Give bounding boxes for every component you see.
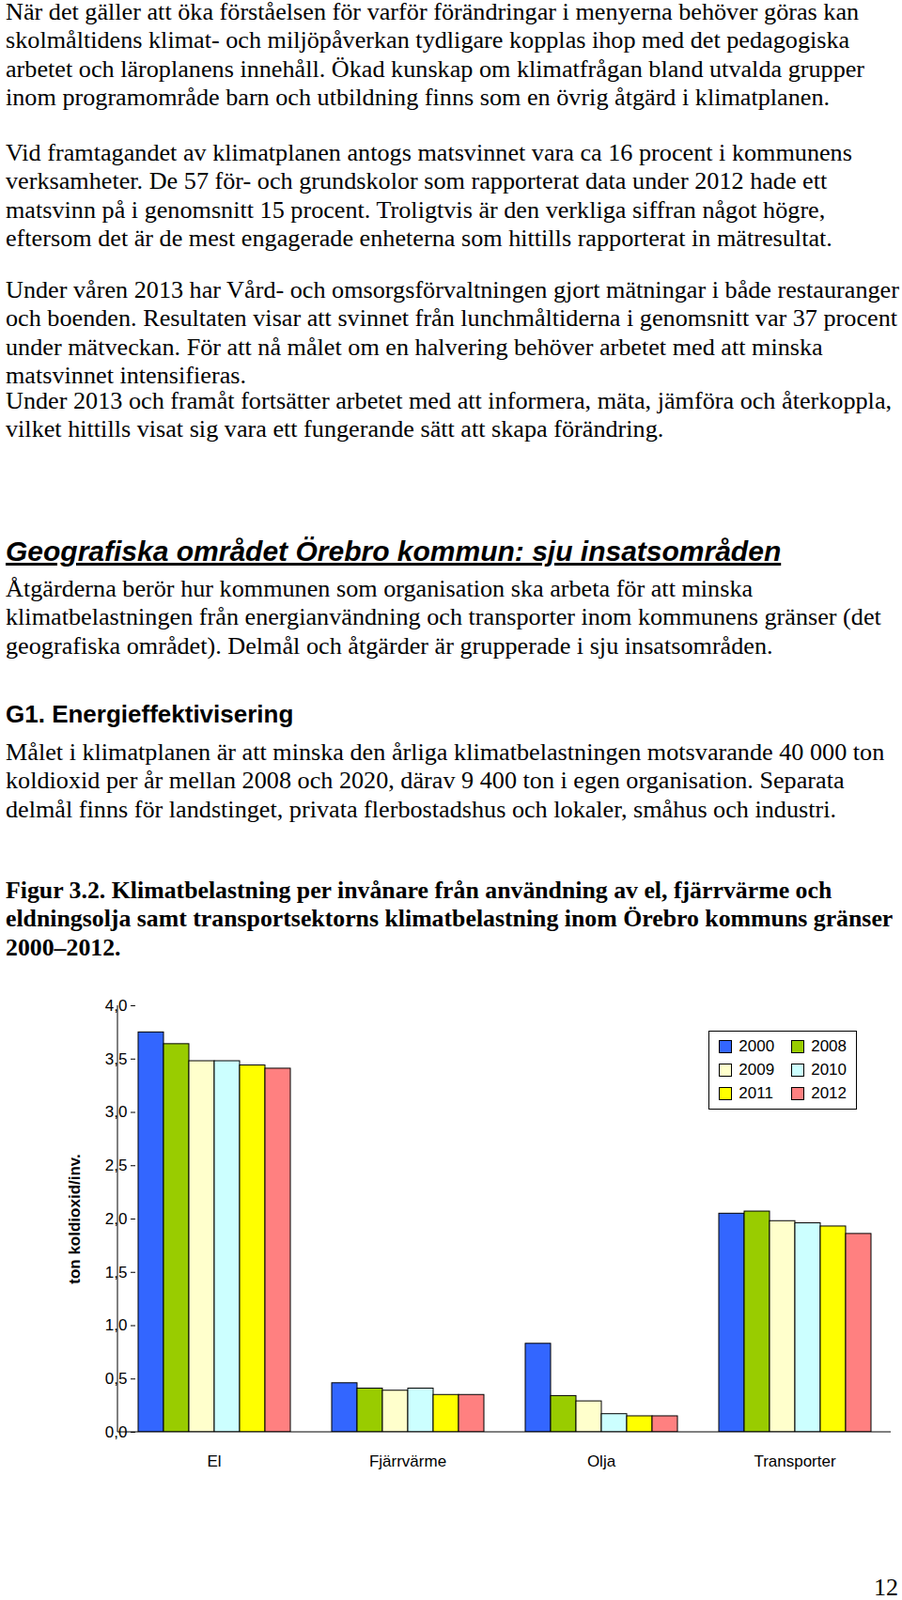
- svg-text:Fjärrvärme: Fjärrvärme: [369, 1452, 447, 1471]
- html-text:Målet i klimatplanen är att mi: Målet i klimatplanen är att minska den å…: [5, 738, 885, 766]
- html-text:Under våren 2013 har Vård- och: Under våren 2013 har Vård- och omsorgsfö…: [5, 276, 900, 304]
- svg-text:1,0: 1,0: [105, 1316, 128, 1335]
- html-text:skolmåltidens klimat- och milj: skolmåltidens klimat- och miljöpåverkan …: [5, 26, 850, 54]
- html-text:och boenden. Resultaten visar: och boenden. Resultaten visar att svinne…: [5, 304, 898, 333]
- svg-text:0,5: 0,5: [105, 1369, 128, 1388]
- html-text:G1. Energieffektivisering: G1. Energieffektivisering: [5, 699, 294, 729]
- svg-text:2,5: 2,5: [105, 1156, 128, 1175]
- svg-text:El: El: [206, 1452, 221, 1471]
- html-text:2000–2012.: 2000–2012.: [5, 933, 121, 962]
- html-text:arbetet och läroplanens innehå: arbetet och läroplanens innehåll. Ökad k…: [5, 55, 865, 83]
- html-text:vilket hittills visat sig vara: vilket hittills visat sig vara ett funge…: [5, 415, 664, 443]
- html-text:2012: 2012: [811, 1084, 847, 1103]
- html-text:2008: 2008: [811, 1037, 847, 1056]
- html-text:2000: 2000: [738, 1037, 775, 1056]
- html-text:2011: 2011: [738, 1084, 774, 1103]
- svg-text:ton koldioxid/inv.: ton koldioxid/inv.: [65, 1153, 84, 1285]
- svg-text:Transporter: Transporter: [753, 1452, 837, 1471]
- html-text:delmål finns för landstinget,: delmål finns för landstinget, privata fl…: [5, 795, 837, 823]
- html-text:Åtgärderna berör hur kommunen: Åtgärderna berör hur kommunen som organi…: [5, 575, 753, 603]
- html-text:under mätveckan. För att nå må: under mätveckan. För att nå målet om en …: [5, 333, 823, 361]
- html-text:eftersom det är de mest engage: eftersom det är de mest engagerade enhet…: [5, 224, 833, 252]
- svg-text:3,5: 3,5: [105, 1050, 128, 1069]
- html-text:2010: 2010: [811, 1060, 847, 1079]
- svg-text:Olja: Olja: [587, 1452, 617, 1471]
- svg-text:1,5: 1,5: [105, 1263, 128, 1282]
- html-text:inom programområde barn och ut: inom programområde barn och utbildning f…: [5, 83, 830, 112]
- html-text:matsvinnet intensifieras.: matsvinnet intensifieras.: [5, 361, 247, 390]
- html-text:koldioxid per år mellan 2008 o: koldioxid per år mellan 2008 och 2020, d…: [5, 767, 845, 795]
- html-text:Under 2013 och framåt fortsätt: Under 2013 och framåt fortsätter arbetet…: [5, 387, 892, 415]
- svg-text:4,0: 4,0: [105, 996, 128, 1015]
- html-text:klimatbelastningen från energi: klimatbelastningen från energianvändning…: [5, 603, 882, 631]
- html-text:Geografiska området Örebro kom: Geografiska området Örebro kommun: sju i…: [5, 535, 781, 567]
- svg-text:3,0: 3,0: [105, 1103, 128, 1121]
- html-text:geografiska området). Delmål o: geografiska området). Delmål och åtgärde…: [5, 632, 773, 660]
- svg-text:0,0: 0,0: [105, 1423, 128, 1442]
- html-text:Figur 3.2. Klimatbelastning pe: Figur 3.2. Klimatbelastning per invånare…: [5, 876, 832, 904]
- html-text:Vid framtagandet av klimatplan: Vid framtagandet av klimatplanen antogs …: [5, 139, 853, 167]
- svg-text:2,0: 2,0: [105, 1210, 128, 1229]
- html-text:verksamheter. De 57 för- och g: verksamheter. De 57 för- och grundskolor…: [5, 167, 828, 195]
- html-text:matsvinn på i genomsnitt 15 pr: matsvinn på i genomsnitt 15 procent. Tro…: [5, 196, 826, 224]
- html-text:eldningsolja samt transportsek: eldningsolja samt transportsektorns klim…: [5, 905, 893, 933]
- html-text:2009: 2009: [738, 1060, 775, 1079]
